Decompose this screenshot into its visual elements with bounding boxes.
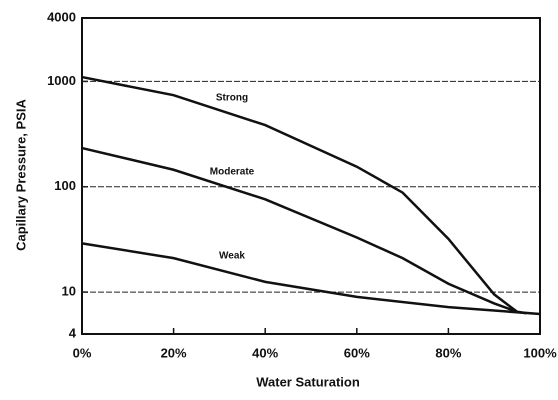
x-tick-label: 40% — [252, 345, 278, 360]
curve — [81, 146, 518, 313]
y-axis-label: Capillary Pressure, PSIA — [13, 99, 28, 251]
x-tick-label: 20% — [161, 345, 187, 360]
x-tick-label: 60% — [344, 345, 370, 360]
x-tick-label: 100% — [523, 345, 557, 360]
curve-label: Moderate — [210, 167, 255, 178]
x-tick-label: 0% — [73, 345, 92, 360]
x-tick-label: 80% — [435, 345, 461, 360]
x-axis-label: Water Saturation — [256, 374, 360, 389]
y-tick-label: 4 — [69, 325, 77, 340]
y-tick-label: 1000 — [47, 73, 76, 88]
curve — [81, 242, 541, 316]
curve-label: Strong — [216, 93, 248, 104]
curve — [81, 75, 527, 315]
plot-frame — [81, 17, 541, 335]
y-tick-label: 100 — [54, 178, 76, 193]
y-tick-label: 10 — [62, 284, 76, 299]
y-tick-label: 4000 — [47, 9, 76, 24]
curve-label: Weak — [219, 251, 245, 262]
